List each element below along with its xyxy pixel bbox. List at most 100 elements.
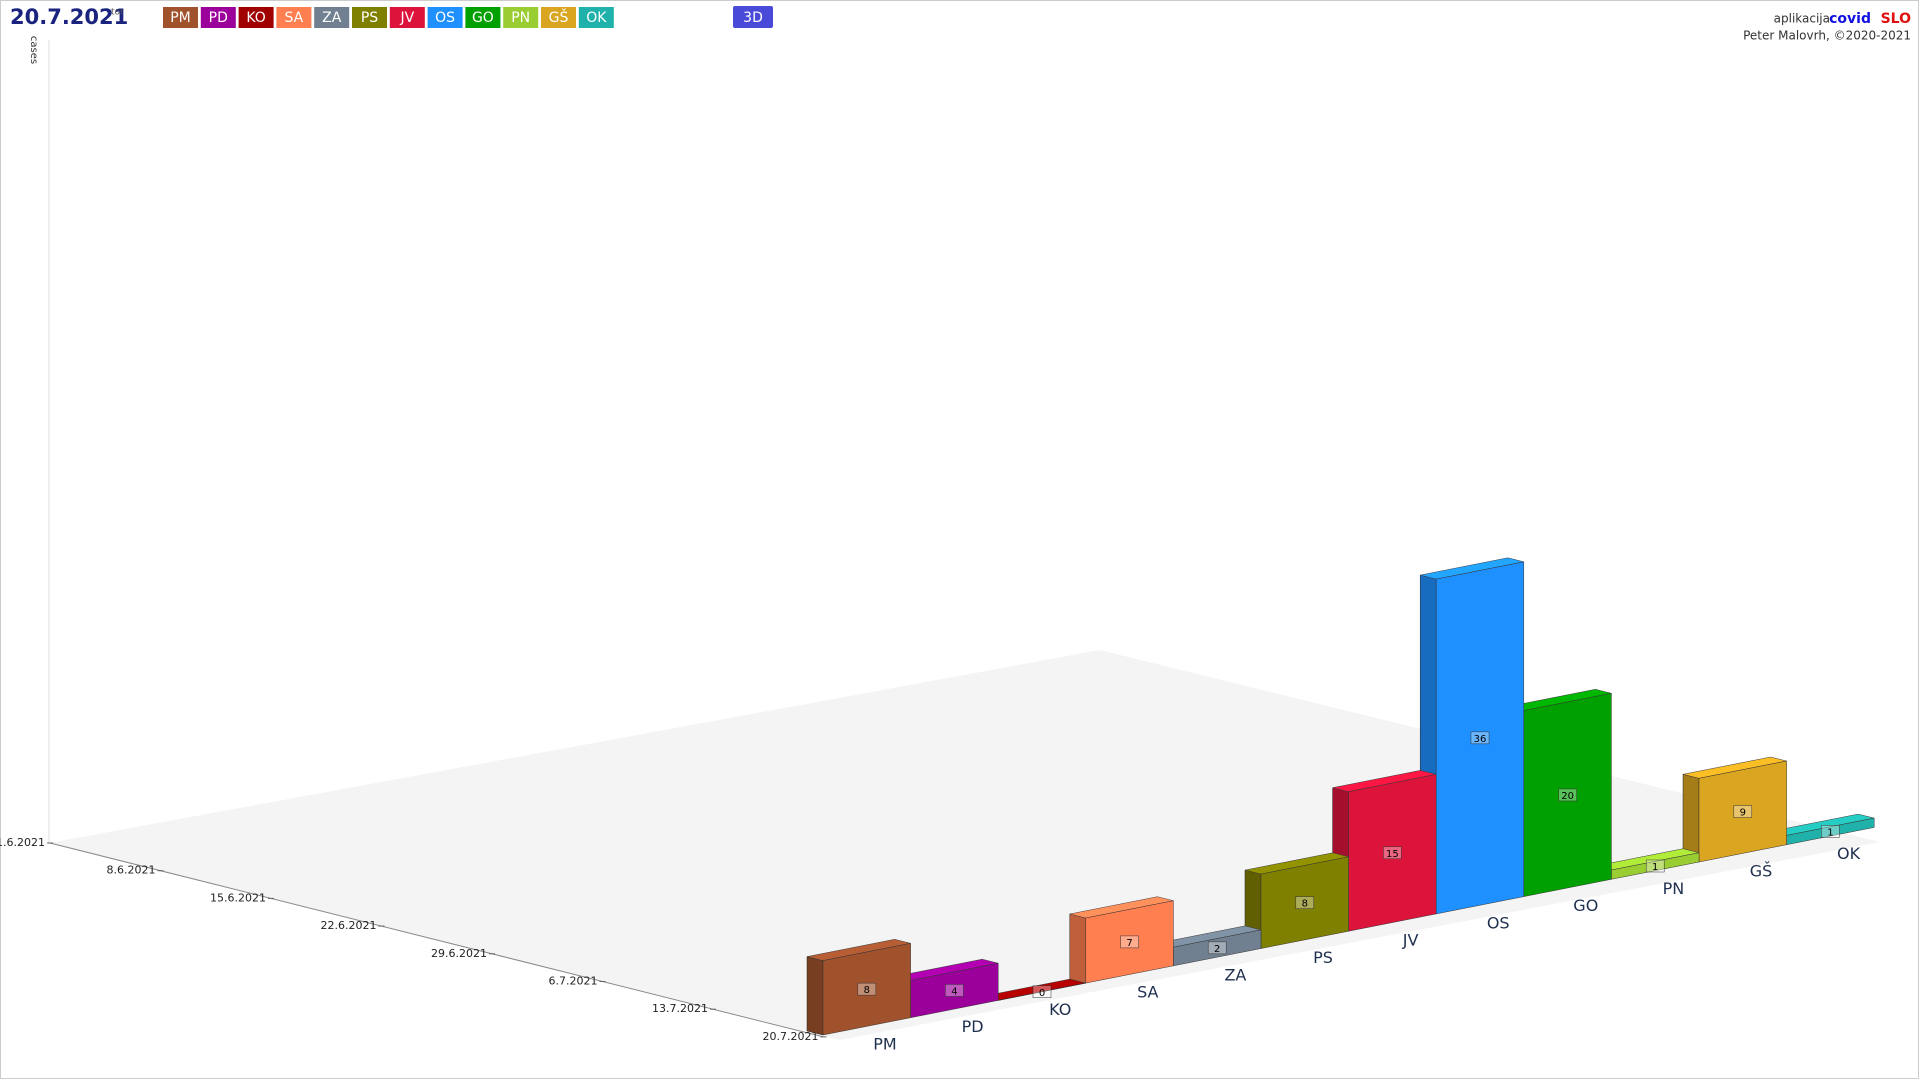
legend-label[interactable]: PD	[209, 10, 228, 26]
bar-group: 8 PM	[806, 939, 911, 1054]
value-label-bg	[1207, 941, 1227, 955]
date-label: 13.7.2021	[652, 1002, 708, 1015]
legend-label[interactable]: OS	[435, 10, 455, 26]
legend-swatch[interactable]	[200, 7, 236, 28]
category-label: OK	[1837, 844, 1861, 863]
legend-swatch[interactable]	[427, 7, 463, 28]
value-label-bg	[1733, 805, 1753, 818]
mode-label[interactable]: 3D	[743, 10, 763, 26]
date-title: 20.7.2021	[10, 5, 128, 29]
value-label: 7	[1126, 938, 1132, 949]
legend-item[interactable]: JV	[389, 7, 425, 28]
date-label: 1.6.2021	[0, 836, 45, 849]
category-label: KO	[1049, 1000, 1071, 1019]
legend-label[interactable]: OK	[586, 10, 607, 26]
value-label: 36	[1474, 734, 1487, 745]
bar-group: 0 KO	[982, 978, 1086, 1019]
value-label: 8	[1302, 899, 1308, 910]
value-label: 1	[1652, 862, 1658, 873]
legend-swatch[interactable]	[276, 7, 312, 28]
value-label-bg	[1645, 859, 1665, 873]
mode-button-bg[interactable]	[733, 6, 773, 28]
legend-label[interactable]: PM	[170, 10, 191, 26]
category-label: GŠ	[1750, 862, 1773, 881]
category-label: JV	[1402, 931, 1419, 950]
bar-side	[806, 956, 824, 1036]
legend-swatch[interactable]	[465, 7, 501, 28]
legend-item[interactable]: GŠ	[541, 7, 576, 28]
date-label: 8.6.2021	[107, 864, 156, 877]
bar-side	[1682, 773, 1700, 863]
app-name-b: SLO	[1881, 11, 1912, 27]
mode-button[interactable]: 3D	[733, 6, 773, 28]
value-label-bg	[1470, 731, 1490, 745]
legend-label[interactable]: JV	[399, 10, 414, 26]
value-label-bg	[1383, 846, 1402, 860]
bar-group: 9 GŠ	[1682, 756, 1787, 881]
date-label: 22.6.2021	[321, 919, 377, 932]
legend-swatch[interactable]	[503, 7, 539, 28]
date-label: 6.7.2021	[549, 975, 598, 988]
value-label-bg	[1558, 788, 1577, 802]
legend-label[interactable]: SA	[285, 10, 304, 26]
date-label: 20.7.2021	[763, 1030, 819, 1043]
bar-side	[1069, 913, 1087, 984]
legend-item[interactable]: OS	[427, 7, 463, 28]
category-label: PN	[1663, 879, 1685, 898]
legend-swatch[interactable]	[238, 7, 274, 28]
legend-item[interactable]: PS	[352, 7, 387, 28]
legend-label[interactable]: ZA	[322, 10, 342, 26]
legend-label[interactable]: GO	[472, 10, 494, 26]
category-label: PS	[1313, 948, 1333, 967]
bar-group: 7 SA	[1069, 896, 1174, 1002]
legend-label[interactable]: KO	[246, 10, 265, 26]
legend-swatch[interactable]	[578, 7, 614, 28]
legend-item[interactable]: OK	[578, 7, 614, 28]
legend-swatch[interactable]	[541, 7, 576, 28]
legend-item[interactable]: PN	[503, 7, 539, 28]
legend-item[interactable]: PM	[163, 7, 198, 28]
value-label-bg	[1032, 985, 1052, 998]
legend-item[interactable]: GO	[465, 7, 501, 28]
value-label-bg	[1821, 825, 1840, 838]
bar	[1260, 856, 1349, 949]
app-label: aplikacija	[1774, 12, 1830, 26]
bar-group: 2 ZA	[1157, 925, 1262, 984]
legend-swatch[interactable]	[389, 7, 425, 28]
y-axis-label: cases	[28, 36, 39, 64]
legend-label[interactable]: GŠ	[549, 8, 569, 26]
credit: Peter Malovrh, ©2020-2021	[1743, 29, 1911, 43]
value-label-bg	[1295, 896, 1315, 909]
value-label: 15	[1386, 849, 1399, 860]
legend-swatch[interactable]	[163, 7, 198, 28]
legend-item[interactable]: PD	[200, 7, 236, 28]
category-label: PD	[962, 1017, 984, 1036]
legend-label[interactable]: PS	[361, 10, 378, 26]
app-name-a: covid	[1829, 11, 1871, 27]
value-label: 0	[1039, 988, 1045, 999]
value-label-bg	[857, 982, 877, 996]
bar	[998, 982, 1086, 1001]
bar	[1698, 760, 1787, 863]
legend-item[interactable]: ZA	[314, 7, 350, 28]
category-label: ZA	[1224, 965, 1246, 984]
bar	[1435, 561, 1525, 915]
category-label: PM	[873, 1035, 896, 1054]
bar	[1085, 900, 1174, 984]
value-label: 2	[1214, 944, 1220, 955]
value-label: 20	[1561, 791, 1574, 802]
date-label: 29.6.2021	[431, 947, 487, 960]
bar	[822, 942, 911, 1036]
legend-swatch[interactable]	[352, 7, 387, 28]
legend-label[interactable]: PN	[511, 10, 530, 26]
legend-swatch[interactable]	[314, 7, 350, 28]
value-label: 8	[864, 985, 870, 996]
date-axis	[49, 842, 824, 1038]
legend-item[interactable]: KO	[238, 7, 274, 28]
legend-item[interactable]: SA	[276, 7, 312, 28]
bar	[1348, 774, 1437, 932]
value-label: 9	[1740, 808, 1746, 819]
value-label: 1	[1827, 827, 1833, 838]
